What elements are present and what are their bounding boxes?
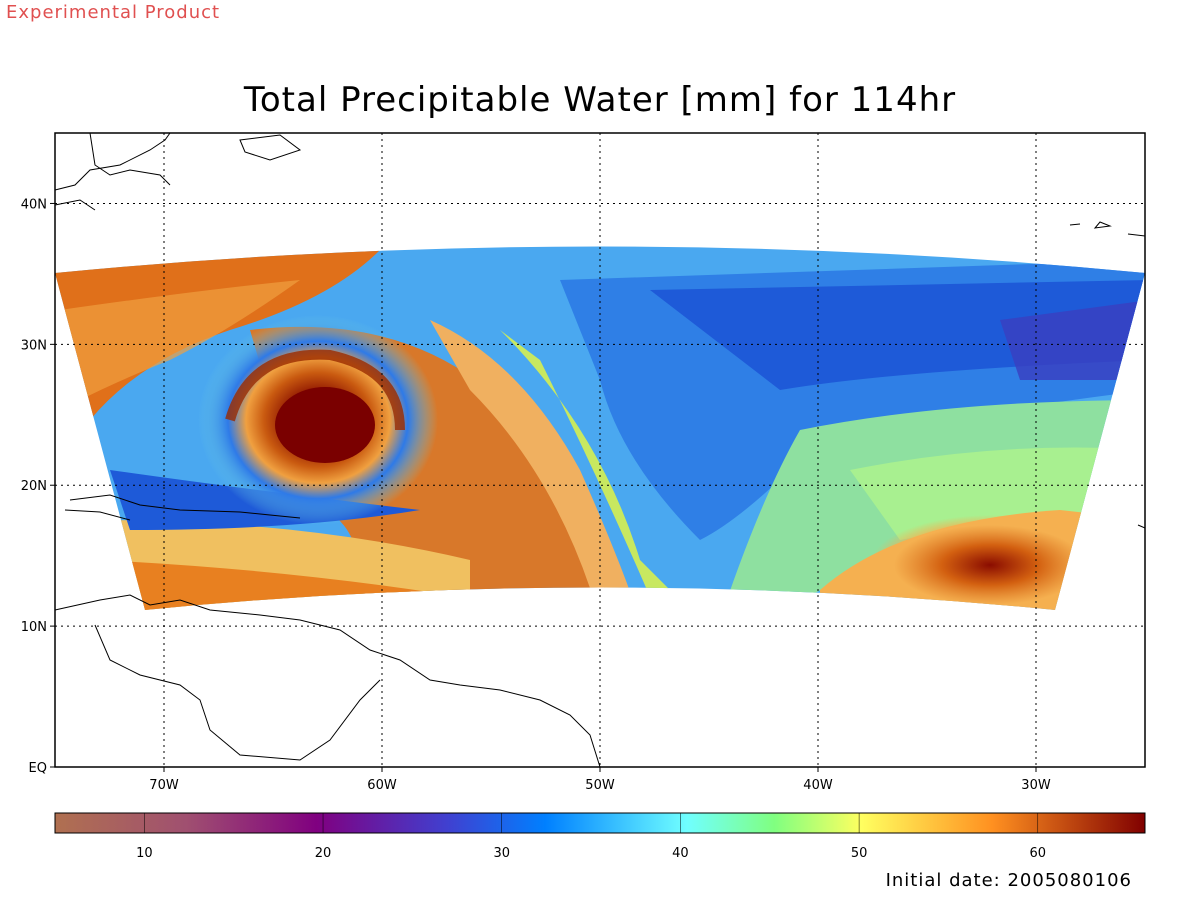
lon-tick-label: 30W: [1021, 778, 1051, 793]
colorbar-tick-label: 10: [136, 846, 153, 861]
colorbar: [54, 812, 1146, 834]
lon-tick-label: 40W: [803, 778, 833, 793]
lon-tick-label: 60W: [367, 778, 397, 793]
colorbar-tick-label: 20: [315, 846, 332, 861]
product-badge: Experimental Product: [6, 2, 221, 23]
colorbar-tick-label: 50: [851, 846, 868, 861]
lat-tick-label: 40N: [21, 197, 47, 212]
chart-title: Total Precipitable Water [mm] for 114hr: [243, 80, 957, 120]
lat-tick-label: 10N: [21, 620, 47, 635]
coastlines: [54, 132, 1146, 768]
longitude-labels: 70W 60W 50W 40W 30W: [149, 767, 1051, 793]
graticule: [55, 133, 1145, 767]
lat-tick-label: 20N: [21, 479, 47, 494]
precipitable-water-field: [55, 246, 1145, 610]
lat-tick-label: EQ: [29, 761, 47, 776]
lat-tick-label: 30N: [21, 338, 47, 353]
initial-date-label: Initial date: 2005080106: [885, 870, 1132, 891]
colorbar-tick-label: 60: [1030, 846, 1047, 861]
colorbar-tick-label: 30: [493, 846, 510, 861]
colorbar-tick-label: 40: [672, 846, 689, 861]
lon-tick-label: 50W: [585, 778, 615, 793]
latitude-labels: 40N 30N 20N 10N EQ: [21, 197, 55, 776]
colorbar-ticks: 10 20 30 40 50 60: [136, 813, 1046, 861]
lon-tick-label: 70W: [149, 778, 179, 793]
